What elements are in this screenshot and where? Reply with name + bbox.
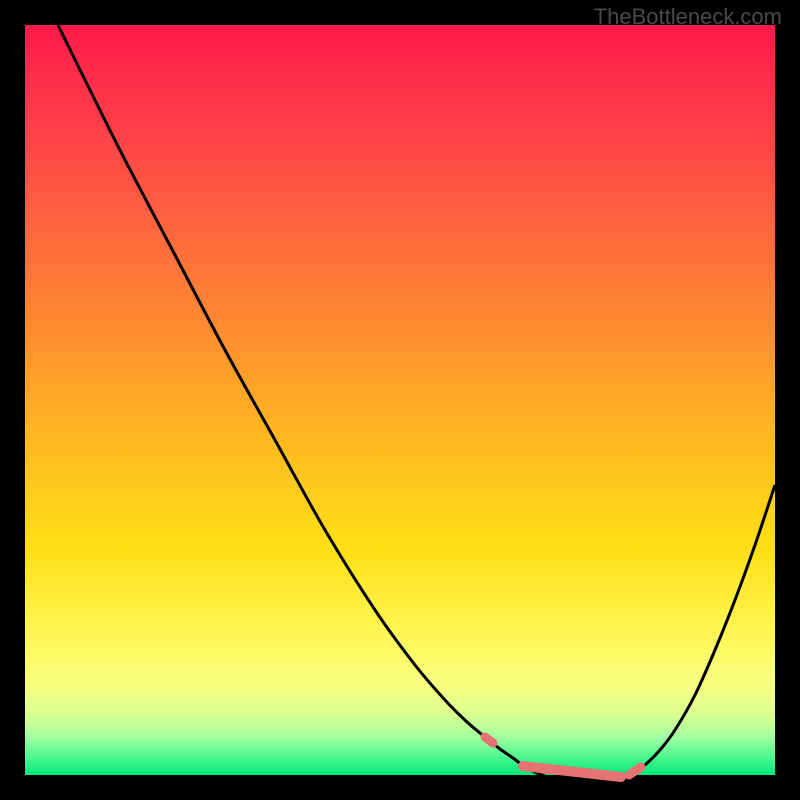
bottleneck-curve [58, 25, 775, 778]
curve-layer [25, 25, 775, 790]
optimal-range-marker [485, 737, 641, 777]
chart-frame [25, 25, 775, 790]
watermark-text: TheBottleneck.com [594, 4, 782, 30]
